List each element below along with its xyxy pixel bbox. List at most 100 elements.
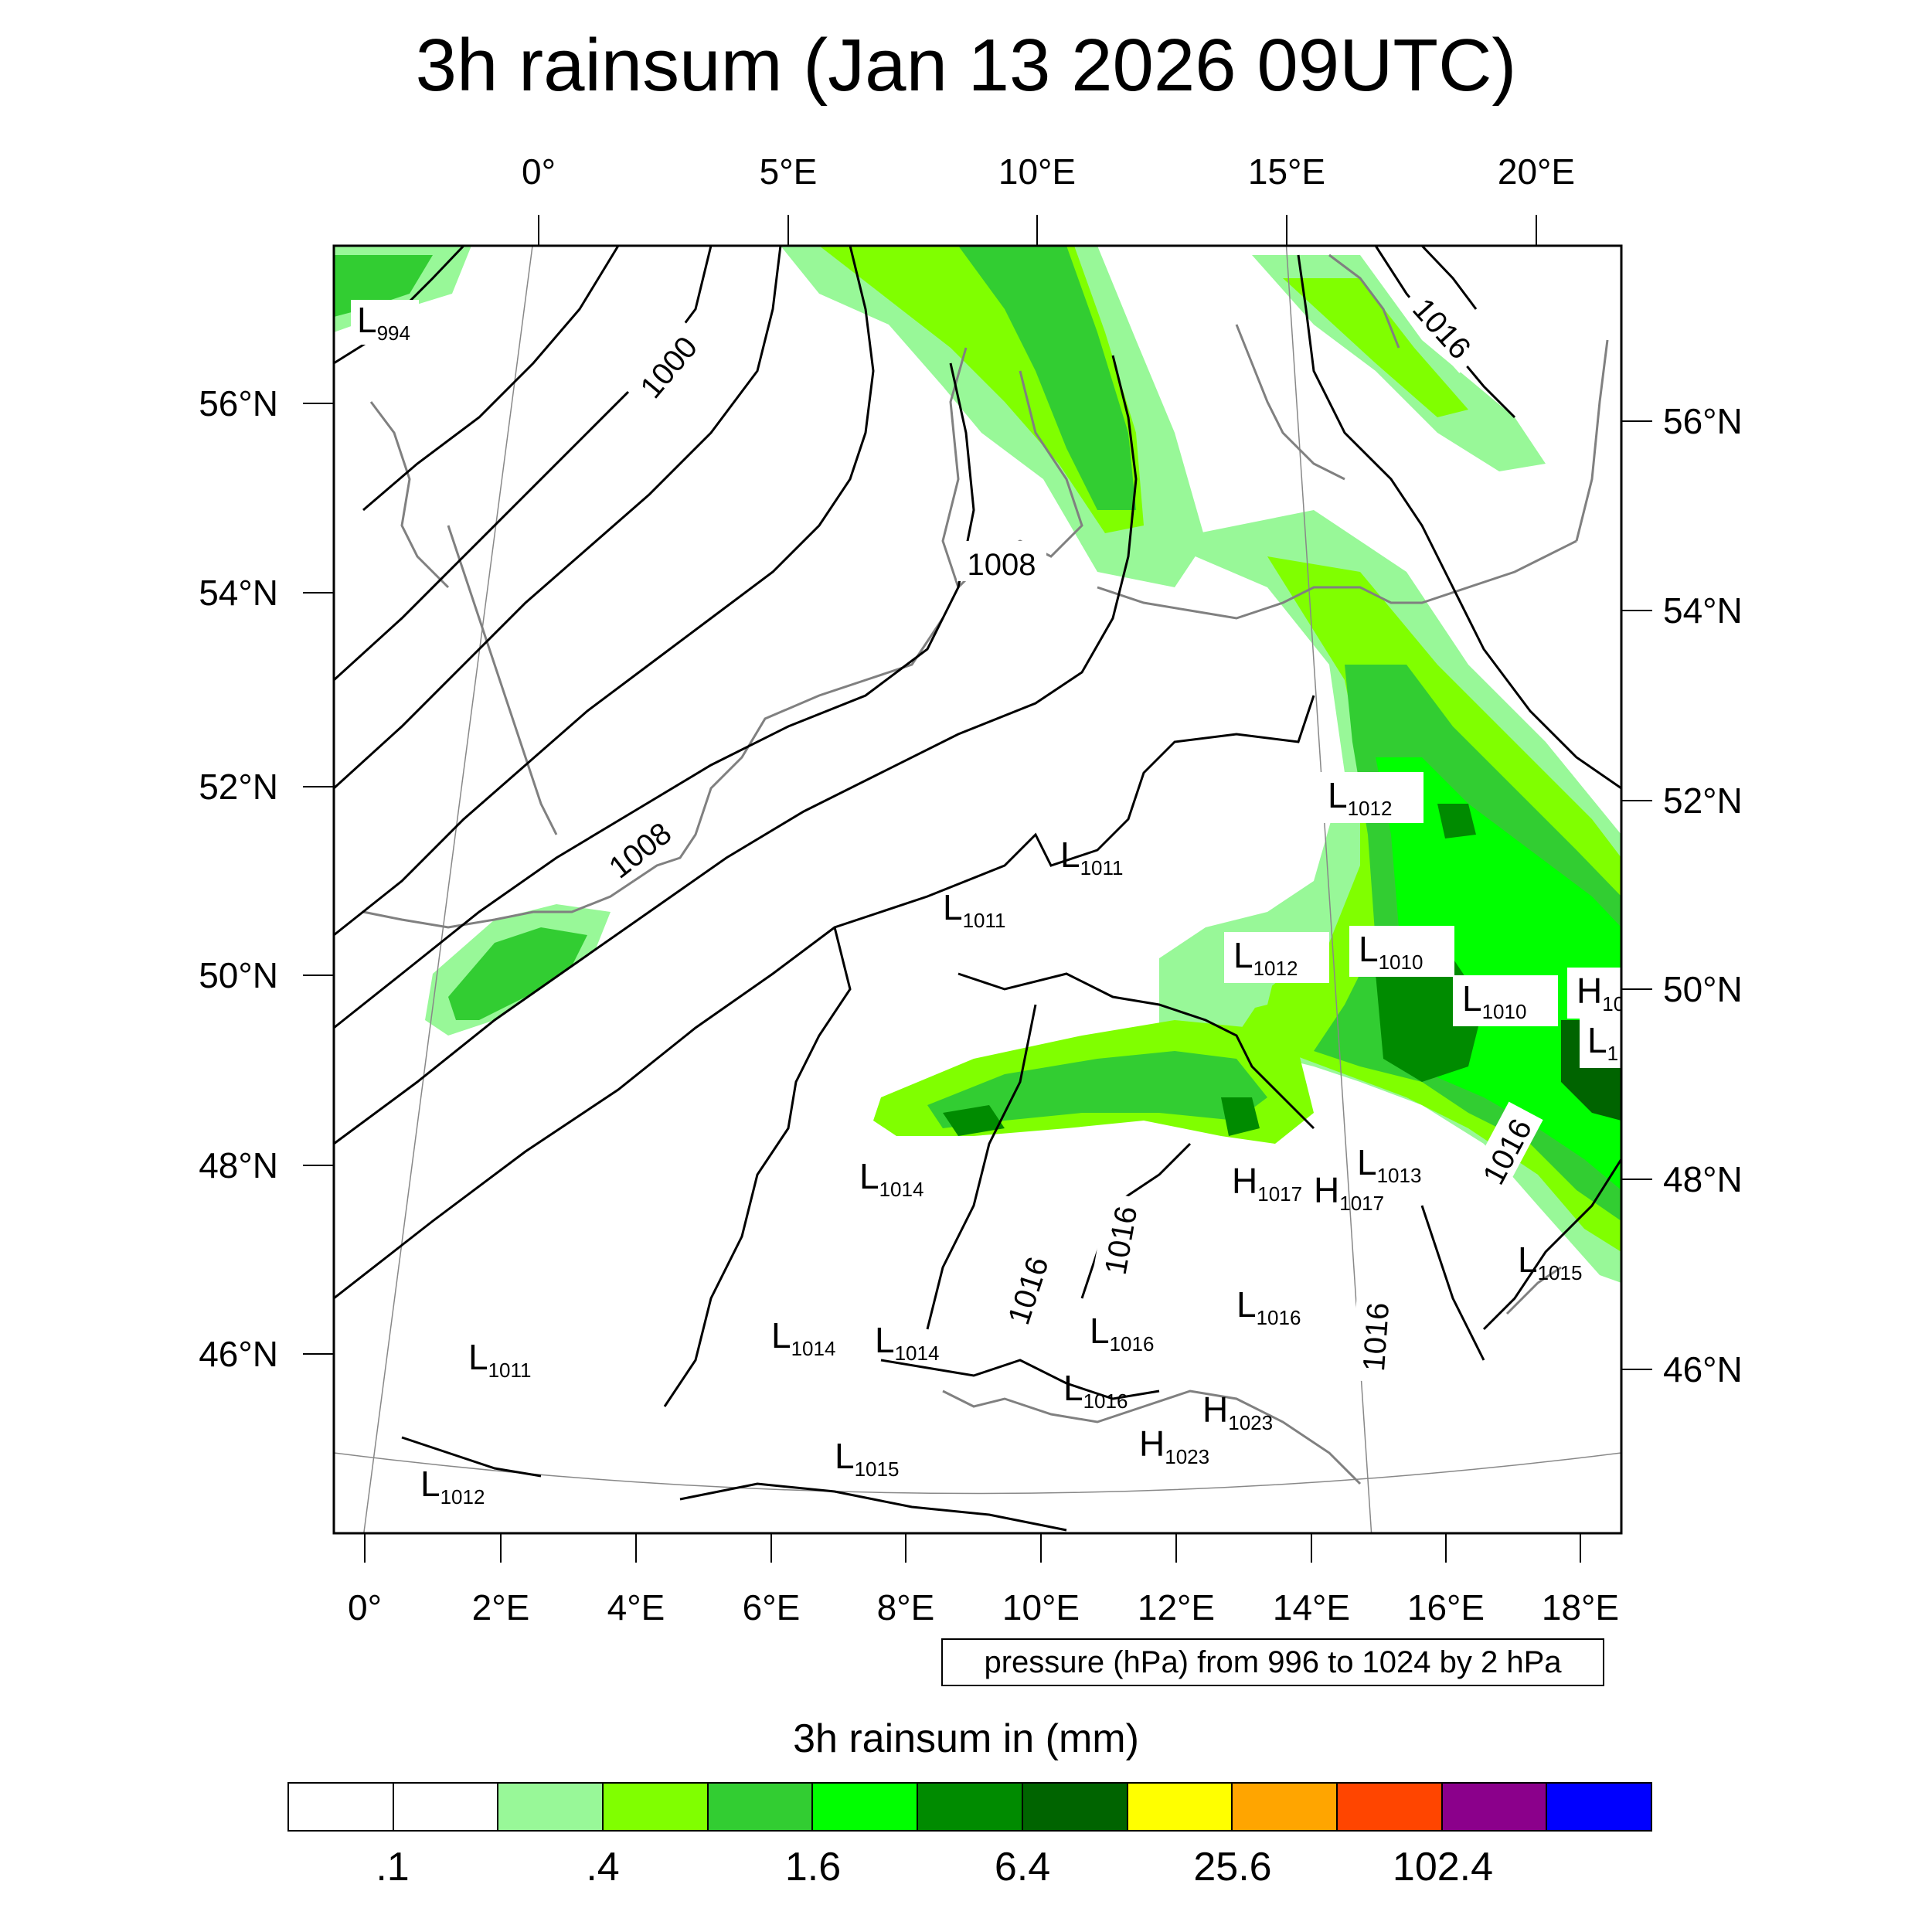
top-lon-label: 0° (522, 151, 556, 192)
bottom-lon-label: 12°E (1138, 1587, 1215, 1628)
right-lat-label: 56°N (1663, 401, 1743, 441)
bottom-lon-label: 6°E (743, 1587, 801, 1628)
top-lon-label: 10°E (998, 151, 1076, 192)
svg-text:L1012: L1012 (1328, 775, 1392, 820)
colorbar-box (1442, 1784, 1548, 1830)
pressure-center: L1016 (1090, 1311, 1154, 1355)
svg-text:L1013: L1013 (1357, 1142, 1421, 1187)
colorbar-box (918, 1784, 1023, 1830)
bottom-lon-label: 0° (348, 1587, 382, 1628)
pressure-center: L1014 (875, 1320, 939, 1365)
svg-text:L1016: L1016 (1063, 1368, 1128, 1413)
svg-text:L1011: L1011 (468, 1337, 532, 1382)
svg-text:H1017: H1017 (1232, 1161, 1302, 1206)
svg-text:L1014: L1014 (859, 1156, 923, 1201)
map-area: 1000 1008 1008 1016 1016 1016 (334, 246, 1624, 1533)
svg-text:L1015: L1015 (1518, 1240, 1582, 1284)
pressure-centers: L994 L1012 L1011 L1011 L1012 L1010 (351, 300, 1624, 1509)
contour-label: 1016 (1357, 1301, 1396, 1372)
rain-area-denmark-core (958, 246, 1136, 510)
rain-area-germany-south-core (927, 1051, 1267, 1128)
top-lon-label: 15°E (1248, 151, 1325, 192)
colorbar-box (1022, 1784, 1128, 1830)
pressure-center: L1010 (1453, 975, 1558, 1026)
colorbar-box (1128, 1784, 1233, 1830)
svg-text:L1011: L1011 (943, 887, 1006, 932)
svg-text:L994: L994 (357, 300, 410, 345)
top-lon-axis: 0° 5°E 10°E 15°E 20°E (522, 151, 1575, 246)
svg-text:L1012: L1012 (1233, 935, 1298, 980)
legend-title: 3h rainsum in (mm) (793, 1716, 1139, 1761)
coastlines (362, 253, 1609, 1485)
colorbar-labels: .1 .4 1.6 6.4 25.6 102.4 (0, 1842, 1932, 1896)
colorbar-box (1547, 1784, 1651, 1830)
rain-area-baltic-lime (1283, 278, 1468, 417)
pressure-center: L1015 (835, 1436, 899, 1481)
bottom-lon-label: 16°E (1407, 1587, 1485, 1628)
pressure-center: L994 (351, 300, 419, 345)
colorbar-label: 25.6 (1193, 1845, 1272, 1889)
pressure-center: L1 (1580, 1017, 1621, 1068)
pressure-center: L1016 (1236, 1284, 1301, 1329)
bottom-lon-label: 4°E (607, 1587, 665, 1628)
left-lat-label: 56°N (199, 383, 278, 423)
svg-text:L1010: L1010 (1359, 929, 1423, 974)
pressure-center: L1012 (420, 1464, 485, 1509)
svg-text:L1014: L1014 (771, 1315, 835, 1360)
pressure-info-box: pressure (hPa) from 996 to 1024 by 2 hPa (941, 1638, 1604, 1686)
contour-label: 1008 (968, 548, 1036, 582)
pressure-center: L1011 (468, 1337, 532, 1382)
pressure-center: L1014 (771, 1315, 835, 1360)
svg-text:L1012: L1012 (420, 1464, 485, 1509)
pressure-center: L1010 (1349, 926, 1454, 977)
precipitation-layer (334, 246, 1621, 1283)
bottom-lon-label: 18°E (1542, 1587, 1619, 1628)
right-lat-label: 54°N (1663, 590, 1743, 631)
pressure-center: L1013 (1357, 1142, 1421, 1187)
colorbar-box (813, 1784, 919, 1830)
right-lat-label: 48°N (1663, 1159, 1743, 1199)
pressure-center: H1023 (1139, 1423, 1209, 1468)
colorbar-label: 102.4 (1392, 1845, 1494, 1889)
svg-text:L1: L1 (1587, 1020, 1618, 1065)
bottom-lon-label: 2°E (472, 1587, 530, 1628)
left-lat-label: 50°N (199, 955, 278, 995)
svg-text:L1016: L1016 (1236, 1284, 1301, 1329)
pressure-center: L1014 (859, 1156, 923, 1201)
pressure-center: H1017 (1232, 1161, 1302, 1206)
rain-area-poland-spot (1437, 804, 1476, 838)
left-lat-label: 46°N (199, 1334, 278, 1374)
colorbar-label: .4 (586, 1845, 620, 1889)
rain-area-poland-bright (1376, 757, 1621, 1190)
svg-text:H10: H10 (1577, 971, 1624, 1015)
colorbar-box (1233, 1784, 1338, 1830)
colorbar-label: 6.4 (994, 1845, 1051, 1889)
bottom-lon-label: 14°E (1273, 1587, 1350, 1628)
svg-text:L1016: L1016 (1090, 1311, 1154, 1355)
isobars (334, 246, 1621, 1532)
left-lat-label: 54°N (199, 573, 278, 613)
svg-text:H1023: H1023 (1202, 1389, 1273, 1434)
top-lon-label: 5°E (760, 151, 818, 192)
pressure-center: L1015 (1518, 1240, 1582, 1284)
pressure-center: L1012 (1224, 932, 1329, 983)
bottom-lon-label: 10°E (1002, 1587, 1080, 1628)
svg-text:H1023: H1023 (1139, 1423, 1209, 1468)
colorbar-box (498, 1784, 604, 1830)
pressure-center: L1012 (1318, 772, 1423, 823)
rain-area-bavaria-dark (1221, 1097, 1260, 1136)
colorbar-label: 1.6 (784, 1845, 842, 1889)
contour-labels: 1000 1008 1008 1016 1016 1016 (591, 281, 1543, 1383)
colorbar-box (604, 1784, 709, 1830)
colorbar-box (1337, 1784, 1443, 1830)
svg-text:L1010: L1010 (1462, 978, 1526, 1023)
svg-text:L1015: L1015 (835, 1436, 899, 1481)
rain-area-france-north-core (448, 927, 587, 1020)
pressure-center: H1023 (1202, 1389, 1273, 1434)
pressure-center: H1017 (1314, 1170, 1384, 1215)
pressure-center: L1016 (1063, 1368, 1128, 1413)
rain-area-germany-south-dark (943, 1105, 1005, 1136)
colorbar (287, 1782, 1652, 1832)
svg-text:H1017: H1017 (1314, 1170, 1384, 1215)
left-lat-label: 48°N (199, 1145, 278, 1185)
